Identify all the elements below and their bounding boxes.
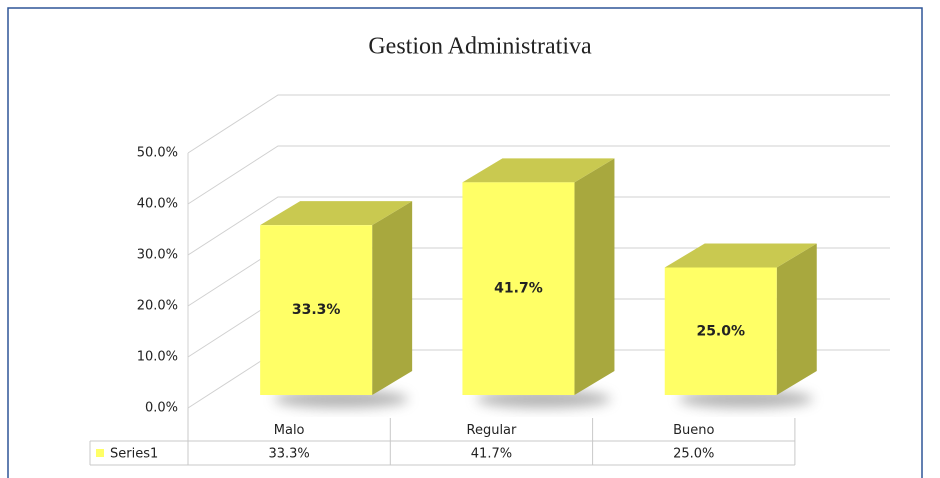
bar-side [372, 201, 413, 395]
chart-title: Gestion Administrativa [368, 34, 592, 60]
bar-side [776, 243, 817, 395]
x-tick-label: Malo [274, 423, 305, 438]
table-value: 33.3% [268, 447, 309, 462]
y-tick-label: 30.0% [137, 248, 178, 263]
table-value: 25.0% [673, 447, 714, 462]
grid-line [187, 145, 890, 205]
table-value: 41.7% [471, 447, 512, 462]
y-tick-label: 10.0% [137, 350, 178, 365]
bar-top [462, 158, 615, 183]
data-label: 33.3% [292, 302, 341, 318]
y-tick-label: 20.0% [137, 299, 178, 314]
grid-line [187, 196, 890, 256]
y-tick-label: 0.0% [145, 401, 178, 416]
x-tick-label: Regular [467, 423, 518, 438]
bar [664, 267, 777, 395]
bar [462, 182, 575, 395]
bar-side [574, 158, 615, 395]
y-tick-label: 50.0% [137, 146, 178, 161]
bar-top [260, 201, 413, 226]
bar [260, 225, 373, 395]
legend-swatch [96, 449, 104, 457]
bar-top [664, 243, 817, 268]
legend-label: Series1 [110, 447, 158, 462]
x-tick-label: Bueno [673, 423, 714, 438]
data-label: 41.7% [494, 281, 543, 297]
grid-line [187, 94, 890, 154]
y-tick-label: 40.0% [137, 197, 178, 212]
data-label: 25.0% [696, 323, 745, 339]
